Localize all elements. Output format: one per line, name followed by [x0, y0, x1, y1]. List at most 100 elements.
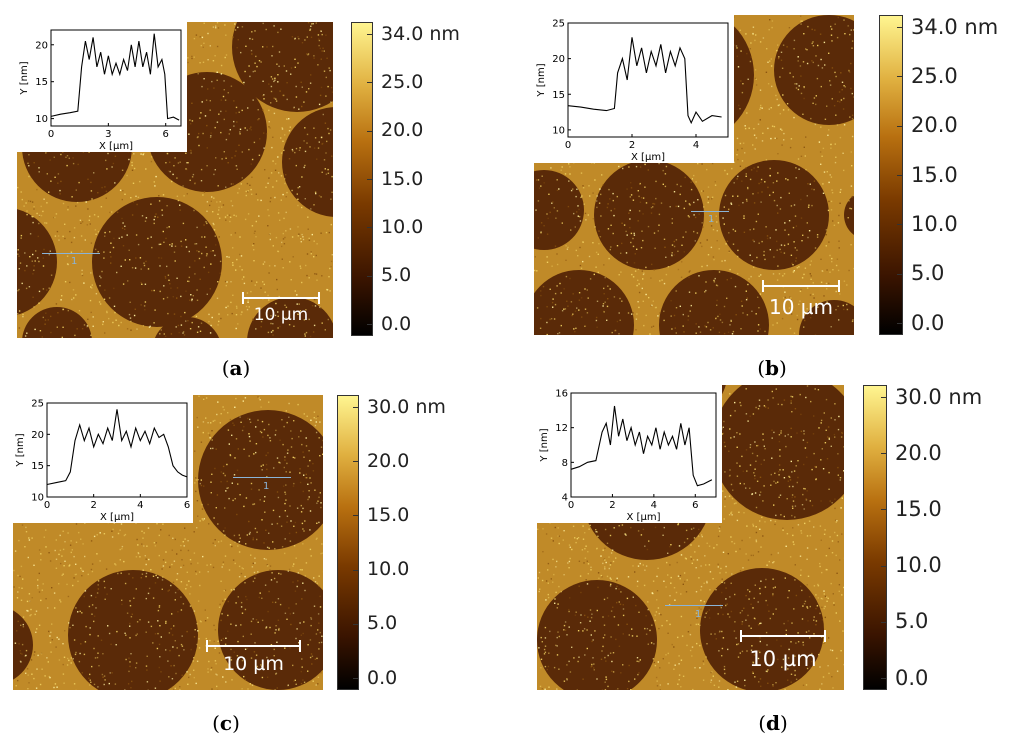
colorbar-tick [367, 82, 373, 84]
afm-image-b: 0 2 4 10 15 20 25 X [µm] Y [nm] 1 10 µm [534, 15, 854, 335]
plot-frame [570, 392, 717, 498]
colorbar-label: 15.0 [911, 162, 958, 187]
profile-line-c [233, 477, 291, 478]
colorbar-label: 25.0 [911, 63, 958, 88]
colorbar-tick [353, 678, 359, 679]
x-tick-label: 0 [565, 140, 571, 151]
x-axis-label: X [µm] [99, 141, 133, 152]
colorbar-tick [897, 175, 903, 176]
x-tick-label: 0 [44, 500, 50, 511]
colorbar-label: 0.0 [895, 665, 929, 690]
x-axis-label: X [µm] [631, 152, 665, 163]
colorbar-tick [897, 125, 903, 127]
profile-marker-c: 1 [263, 481, 270, 492]
x-tick-label: 3 [105, 129, 111, 140]
colorbar-tick [881, 678, 887, 679]
colorbar-label: 20.0 [381, 119, 424, 142]
colorbar-tick [881, 621, 887, 623]
y-tick-label: 16 [555, 389, 568, 400]
colorbar-tick [353, 623, 359, 625]
y-tick-label: 10 [552, 125, 565, 136]
colorbar-tick [367, 130, 373, 132]
x-tick-label: 2 [609, 500, 615, 511]
colorbar-tick [881, 397, 887, 398]
profile-series-line [46, 409, 188, 486]
colorbar-tick [897, 76, 903, 78]
profile-chart-b: 0 2 4 10 15 20 25 X [µm] Y [nm] [536, 19, 729, 163]
colorbar-label: 0.0 [381, 312, 412, 335]
caption-b: (b) [757, 356, 787, 380]
colorbar-tick [881, 453, 887, 455]
x-tick-label: 6 [163, 129, 169, 140]
x-tick-label: 4 [693, 140, 699, 151]
colorbar-c [337, 395, 359, 690]
colorbar-tick [897, 27, 903, 28]
y-axis-label: Y [nm] [539, 428, 550, 462]
x-tick-label: 6 [184, 500, 190, 511]
colorbar-label: 10.0 [367, 558, 410, 581]
colorbar-tick [353, 407, 359, 408]
colorbar-label: 5.0 [911, 261, 945, 286]
afm-image-a: 0 3 6 10 15 20 X [µm] Y [nm] 1 10 µm [17, 22, 333, 338]
colorbar-tick [353, 515, 359, 517]
inset-profile-a: 0 3 6 10 15 20 X [µm] Y [nm] [17, 22, 187, 152]
colorbar-label: 10.0 [895, 553, 942, 578]
colorbar-label: 25.0 [381, 70, 424, 93]
y-tick-label: 15 [35, 77, 48, 88]
profile-marker-a: 1 [71, 256, 78, 267]
colorbar-tick [353, 461, 359, 463]
y-tick-label: 15 [552, 90, 565, 101]
y-tick-label: 25 [552, 19, 565, 30]
colorbar-label: 20.0 [911, 113, 958, 138]
afm-image-d: 0 2 4 6 4 8 12 16 X [µm] Y [nm] 1 10 µm [537, 385, 844, 690]
colorbar-tick [353, 569, 359, 571]
colorbar-label: 5.0 [367, 612, 398, 635]
y-tick-label: 10 [35, 114, 48, 125]
profile-series-line [567, 37, 722, 125]
y-tick-label: 15 [31, 461, 44, 472]
x-axis-label: X [µm] [627, 512, 661, 523]
profile-series-line [570, 405, 713, 487]
x-tick-label: 4 [137, 500, 143, 511]
profile-chart-c: 0 2 4 6 10 15 20 25 X [µm] Y [nm] [15, 399, 190, 524]
profile-line-b [691, 211, 729, 212]
y-axis-label: Y [nm] [19, 61, 30, 95]
colorbar-tick [367, 34, 373, 35]
profile-marker-d: 1 [695, 609, 702, 620]
x-axis-label: X [µm] [100, 512, 134, 523]
x-tick-label: 2 [90, 500, 96, 511]
caption-c: (c) [212, 711, 240, 735]
afm-image-c: 0 2 4 6 10 15 20 25 X [µm] Y [nm] 1 10 µm [13, 395, 323, 690]
x-tick-label: 0 [48, 129, 54, 140]
y-tick-label: 4 [562, 493, 568, 504]
inset-profile-d: 0 2 4 6 4 8 12 16 X [µm] Y [nm] [537, 385, 722, 523]
colorbar-tick [367, 227, 373, 229]
colorbar-label: 20.0 [367, 449, 410, 472]
colorbar-tick [367, 179, 373, 180]
scale-label-d: 10 µm [749, 647, 817, 671]
colorbar-tick [367, 275, 373, 277]
x-tick-label: 4 [651, 500, 657, 511]
x-tick-label: 6 [692, 500, 698, 511]
caption-d: (d) [758, 711, 788, 735]
colorbar-tick [897, 323, 903, 324]
profile-line-a [42, 253, 100, 254]
colorbar-label: 10.0 [381, 215, 424, 238]
plot-frame [567, 22, 729, 138]
profile-series-line [50, 33, 180, 121]
profile-chart-d: 0 2 4 6 4 8 12 16 X [µm] Y [nm] [539, 389, 717, 523]
plot-frame [50, 29, 182, 127]
colorbar-label: 30.0 nm [895, 384, 983, 409]
colorbar-d [863, 385, 887, 690]
profile-marker-b: 1 [708, 214, 715, 225]
plot-frame [46, 402, 188, 498]
y-tick-label: 25 [31, 399, 44, 410]
scale-label-c: 10 µm [223, 653, 284, 675]
x-tick-label: 2 [629, 140, 635, 151]
caption-a: (a) [221, 356, 251, 380]
y-tick-label: 10 [31, 493, 44, 504]
y-tick-label: 20 [31, 430, 44, 441]
y-tick-label: 20 [35, 40, 48, 51]
colorbar-tick [897, 224, 903, 226]
colorbar-tick [367, 324, 373, 325]
